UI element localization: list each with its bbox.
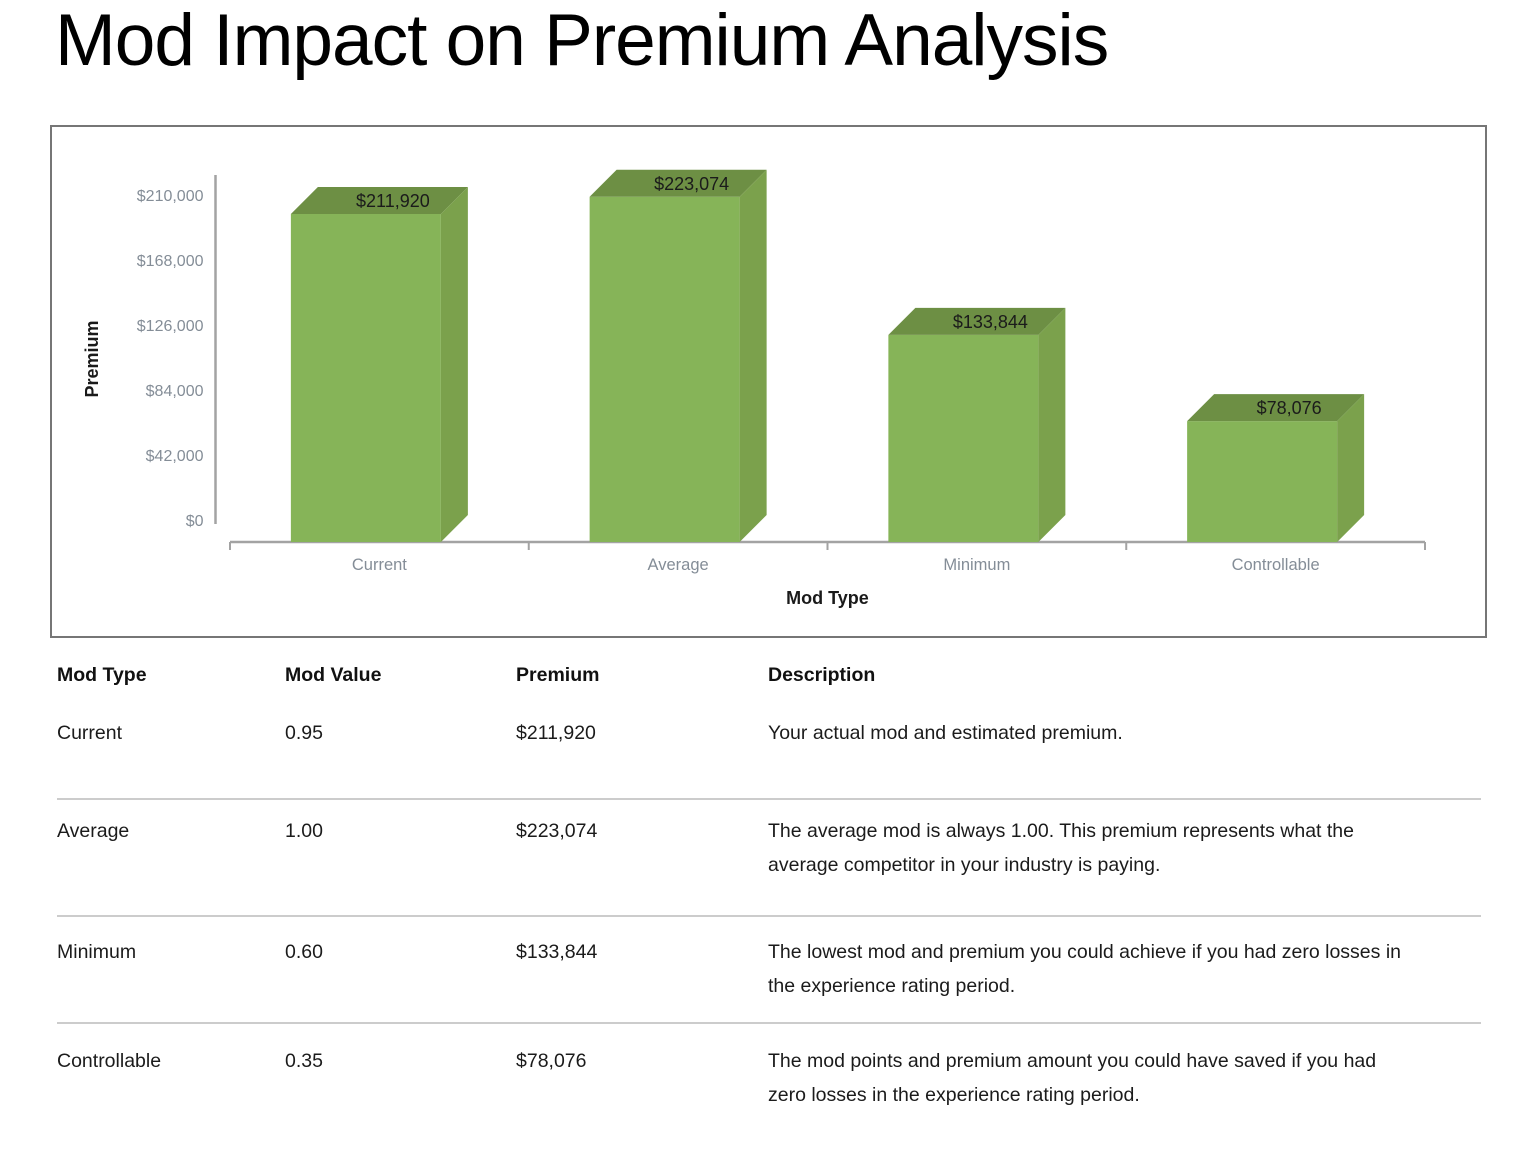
col-header-mod-type: Mod Type xyxy=(57,664,147,686)
page-title: Mod Impact on Premium Analysis xyxy=(55,0,1109,81)
bar-front-minimum xyxy=(888,334,1039,542)
bar-front-controllable xyxy=(1187,421,1338,542)
y-tick-label: $210,000 xyxy=(137,188,204,205)
bar-front-current xyxy=(290,214,441,542)
col-header-mod-value: Mod Value xyxy=(285,664,382,686)
premium-bar-chart: $0 $42,000 $84,000 $126,000 $168,000 $210,000… xyxy=(82,169,1426,608)
cell-description: The mod points and premium amount you co… xyxy=(768,1050,1377,1106)
cell-premium: $78,076 xyxy=(516,1050,587,1072)
y-tick-label: $42,000 xyxy=(146,448,204,465)
bar-top-controllable xyxy=(1187,394,1365,422)
cell-mod-value: 0.95 xyxy=(285,722,323,744)
cell-description: The lowest mod and premium you could ach… xyxy=(768,941,1401,997)
y-tick-label: $84,000 xyxy=(146,383,204,400)
y-axis-title: Premium xyxy=(82,320,102,397)
y-tick-label: $126,000 xyxy=(137,318,204,335)
y-tick-label: $168,000 xyxy=(137,253,204,270)
x-category-label: Current xyxy=(352,556,407,574)
mod-table: Mod Type Mod Value Premium Description C… xyxy=(57,658,1481,1152)
bar-value-label: $223,074 xyxy=(654,174,729,194)
cell-mod-type: Average xyxy=(57,820,130,842)
bar-value-label: $78,076 xyxy=(1257,398,1322,418)
cell-description: The average mod is always 1.00. This pre… xyxy=(768,820,1354,876)
bar-value-label: $133,844 xyxy=(953,312,1028,332)
bar-front-average xyxy=(589,196,740,542)
x-category-label: Controllable xyxy=(1232,556,1320,574)
bar-side-average xyxy=(739,169,767,543)
bar-side-minimum xyxy=(1038,307,1066,542)
bar-side-current xyxy=(440,187,468,542)
cell-description: Your actual mod and estimated premium. xyxy=(768,722,1123,744)
bar-top-minimum xyxy=(888,307,1066,335)
cell-mod-value: 1.00 xyxy=(285,820,323,842)
table-row: Current 0.95 $211,920 Your actual mod an… xyxy=(57,708,1481,798)
cell-mod-value: 0.60 xyxy=(285,941,323,963)
cell-premium: $133,844 xyxy=(516,941,598,963)
bar-side-controllable xyxy=(1337,394,1365,542)
col-header-description: Description xyxy=(768,664,876,686)
x-category-label: Average xyxy=(648,556,709,574)
bar-value-label: $211,920 xyxy=(356,191,430,211)
cell-mod-type: Current xyxy=(57,722,123,744)
table-row: Minimum 0.60 $133,844 The lowest mod and… xyxy=(57,915,1481,1022)
x-category-label: Minimum xyxy=(943,556,1010,574)
cell-premium: $223,074 xyxy=(516,820,598,842)
cell-mod-value: 0.35 xyxy=(285,1050,323,1072)
table-row: Average 1.00 $223,074 The average mod is… xyxy=(57,798,1481,915)
cell-premium: $211,920 xyxy=(516,722,596,744)
chart-frame: $0 $42,000 $84,000 $126,000 $168,000 $210,000… xyxy=(50,125,1487,638)
x-axis-title: Mod Type xyxy=(786,588,869,608)
cell-mod-type: Controllable xyxy=(57,1050,162,1072)
bar-top-current xyxy=(290,187,468,215)
table-header-row: Mod Type Mod Value Premium Description xyxy=(57,658,1481,708)
bar-top-average xyxy=(589,169,767,197)
col-header-premium: Premium xyxy=(516,664,600,686)
cell-mod-type: Minimum xyxy=(57,941,137,963)
table-row: Controllable 0.35 $78,076 The mod points… xyxy=(57,1022,1481,1152)
y-tick-label: $0 xyxy=(186,513,204,530)
